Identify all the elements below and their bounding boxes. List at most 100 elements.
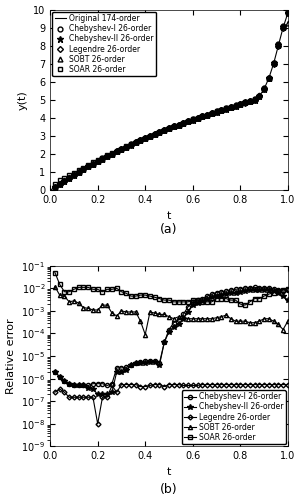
Legendre 26-order bbox=[205, 382, 209, 388]
Legendre 26-order bbox=[72, 394, 76, 400]
Chebyshev-I 26-order bbox=[86, 382, 90, 388]
SOAR 26-order bbox=[257, 93, 261, 99]
SOBT 26-order bbox=[196, 316, 199, 322]
Chebyshev-II 26-order bbox=[238, 101, 242, 107]
SOAR 26-order bbox=[72, 286, 76, 292]
SOAR 26-order bbox=[163, 297, 166, 303]
Legendre 26-order bbox=[67, 394, 71, 400]
Chebyshev-II 26-order bbox=[210, 294, 214, 300]
Chebyshev-I 26-order bbox=[200, 113, 204, 119]
Legendre 26-order bbox=[96, 158, 100, 164]
Legendre 26-order bbox=[229, 382, 233, 388]
SOAR 26-order bbox=[205, 299, 209, 305]
SOAR 26-order bbox=[267, 291, 271, 297]
Chebyshev-II 26-order bbox=[196, 115, 199, 121]
Legendre 26-order bbox=[58, 386, 61, 392]
SOBT 26-order bbox=[238, 100, 242, 106]
Chebyshev-I 26-order bbox=[182, 120, 185, 126]
Chebyshev-I 26-order bbox=[238, 286, 242, 292]
Chebyshev-II 26-order bbox=[177, 122, 180, 128]
Chebyshev-II 26-order bbox=[167, 328, 171, 334]
Legendre 26-order bbox=[77, 394, 80, 400]
SOAR 26-order bbox=[286, 10, 290, 16]
Chebyshev-II 26-order bbox=[224, 106, 228, 112]
SOAR 26-order bbox=[262, 293, 266, 299]
Chebyshev-I 26-order bbox=[134, 139, 138, 145]
Legendre 26-order bbox=[205, 112, 209, 117]
SOBT 26-order bbox=[96, 158, 100, 164]
Legendre 26-order bbox=[86, 394, 90, 400]
Chebyshev-II 26-order bbox=[158, 129, 161, 135]
SOBT 26-order bbox=[272, 60, 275, 66]
Legendre 26-order bbox=[172, 124, 175, 130]
Legendre 26-order bbox=[82, 166, 85, 172]
SOAR 26-order bbox=[224, 106, 228, 112]
Legendre 26-order bbox=[281, 24, 285, 30]
Chebyshev-I 26-order bbox=[191, 116, 194, 122]
Chebyshev-I 26-order bbox=[172, 124, 175, 130]
Line: Chebyshev-I 26-order: Chebyshev-I 26-order bbox=[53, 286, 290, 388]
Chebyshev-II 26-order bbox=[286, 297, 290, 303]
SOAR 26-order bbox=[96, 157, 100, 163]
SOBT 26-order bbox=[224, 312, 228, 318]
Chebyshev-I 26-order bbox=[163, 127, 166, 133]
SOBT 26-order bbox=[196, 115, 199, 121]
Legendre 26-order bbox=[153, 131, 157, 137]
SOAR 26-order bbox=[191, 297, 194, 303]
Legendre 26-order bbox=[286, 10, 290, 16]
Legend: Chebyshev-I 26-order, Chebyshev-II 26-order, Legendre 26-order, SOBT 26-order, S: Chebyshev-I 26-order, Chebyshev-II 26-or… bbox=[182, 390, 286, 444]
Chebyshev-II 26-order bbox=[67, 174, 71, 180]
Chebyshev-II 26-order bbox=[153, 359, 157, 365]
SOBT 26-order bbox=[53, 184, 57, 190]
Chebyshev-I 26-order bbox=[177, 317, 180, 323]
Legendre 26-order bbox=[253, 97, 256, 103]
Legendre 26-order bbox=[120, 382, 123, 388]
Legendre 26-order bbox=[63, 390, 66, 396]
Chebyshev-II 26-order bbox=[139, 360, 142, 366]
Legendre 26-order bbox=[139, 137, 142, 143]
Chebyshev-II 26-order bbox=[110, 151, 114, 157]
SOBT 26-order bbox=[129, 142, 133, 148]
Legendre 26-order bbox=[215, 108, 218, 114]
SOAR 26-order bbox=[186, 118, 190, 124]
Chebyshev-II 26-order bbox=[215, 108, 218, 114]
SOAR 26-order bbox=[267, 75, 271, 81]
Line: SOAR 26-order: SOAR 26-order bbox=[53, 271, 290, 307]
Legendre 26-order bbox=[105, 394, 109, 400]
Chebyshev-I 26-order bbox=[234, 286, 237, 292]
Chebyshev-I 26-order bbox=[281, 23, 285, 29]
Chebyshev-I 26-order bbox=[243, 100, 247, 105]
Legendre 26-order bbox=[177, 122, 180, 128]
Chebyshev-I 26-order bbox=[277, 42, 280, 48]
Chebyshev-I 26-order bbox=[277, 287, 280, 293]
Chebyshev-I 26-order bbox=[129, 362, 133, 368]
SOAR 26-order bbox=[91, 160, 95, 166]
SOAR 26-order bbox=[234, 102, 237, 108]
Legendre 26-order bbox=[148, 382, 152, 388]
Chebyshev-I 26-order bbox=[101, 156, 104, 162]
Chebyshev-II 26-order bbox=[253, 96, 256, 102]
Chebyshev-II 26-order bbox=[91, 160, 95, 166]
SOAR 26-order bbox=[120, 289, 123, 295]
SOBT 26-order bbox=[182, 314, 185, 320]
Chebyshev-I 26-order bbox=[72, 172, 76, 177]
Chebyshev-II 26-order bbox=[115, 369, 119, 375]
Chebyshev-II 26-order bbox=[105, 153, 109, 159]
Chebyshev-II 26-order bbox=[110, 390, 114, 396]
Chebyshev-I 26-order bbox=[196, 297, 199, 303]
Chebyshev-I 26-order bbox=[191, 299, 194, 305]
SOAR 26-order bbox=[86, 284, 90, 290]
SOAR 26-order bbox=[186, 299, 190, 305]
SOAR 26-order bbox=[143, 134, 147, 140]
Original 174-order bbox=[286, 10, 290, 16]
Original 174-order bbox=[124, 144, 128, 150]
SOAR 26-order bbox=[105, 152, 109, 158]
SOBT 26-order bbox=[163, 312, 166, 318]
Legendre 26-order bbox=[72, 172, 76, 178]
Legendre 26-order bbox=[272, 382, 275, 388]
Chebyshev-II 26-order bbox=[124, 366, 128, 372]
Chebyshev-I 26-order bbox=[229, 104, 233, 110]
Legendre 26-order bbox=[277, 42, 280, 48]
Chebyshev-I 26-order bbox=[262, 86, 266, 91]
Y-axis label: y(t): y(t) bbox=[17, 90, 27, 110]
